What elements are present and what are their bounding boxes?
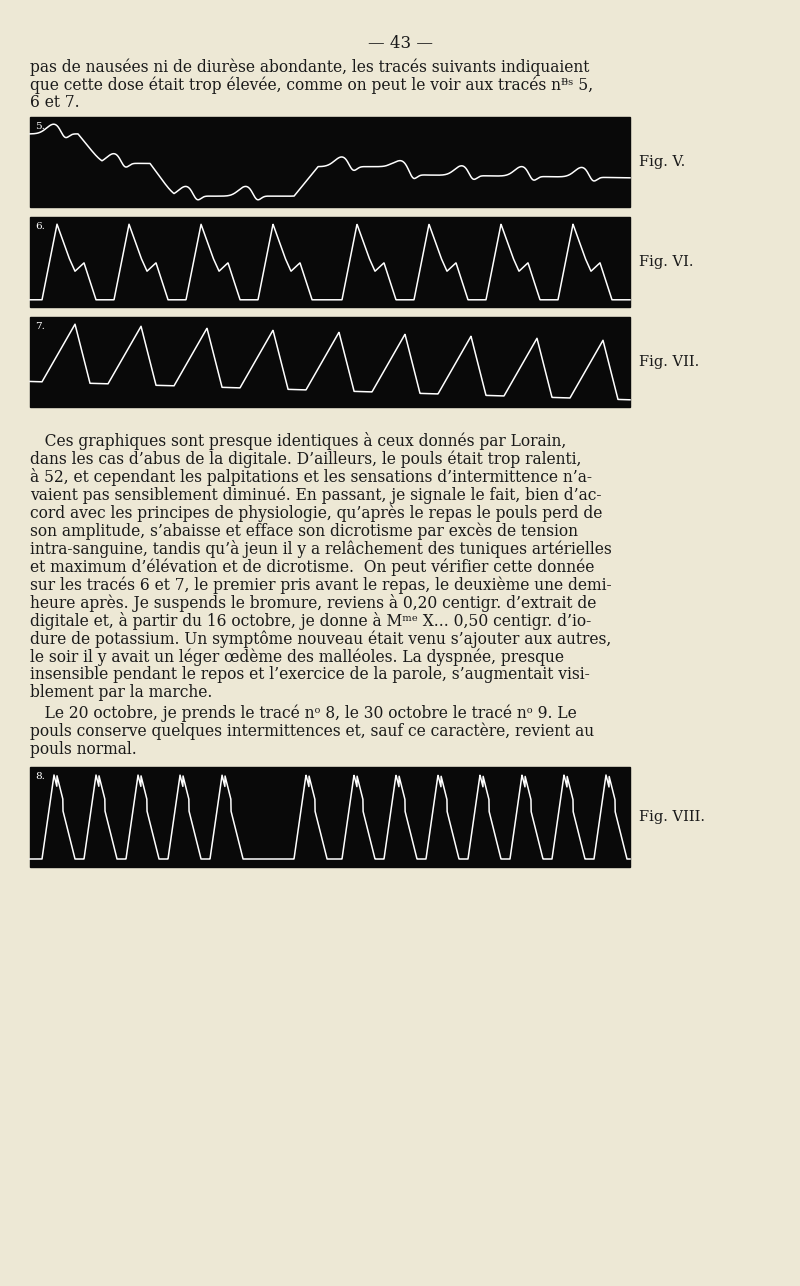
Text: que cette dose était trop élevée, comme on peut le voir aux tracés nᴯˢ 5,: que cette dose était trop élevée, comme … [30,76,593,94]
Text: Fig. VIII.: Fig. VIII. [639,810,705,824]
Text: blement par la marche.: blement par la marche. [30,684,212,701]
Text: vaient pas sensiblement diminué. En passant, je signale le fait, bien d’ac-: vaient pas sensiblement diminué. En pass… [30,486,602,504]
Bar [30,217,630,307]
Text: — 43 —: — 43 — [367,35,433,51]
Text: 5.: 5. [35,122,45,131]
Bar [30,117,630,207]
Text: Fig. VII.: Fig. VII. [639,355,699,369]
Text: 6 et 7.: 6 et 7. [30,94,80,111]
Text: digitale et, à partir du 16 octobre, je donne à Mᵐᵉ X... 0,50 centigr. d’io-: digitale et, à partir du 16 octobre, je … [30,612,591,630]
Text: cord avec les principes de physiologie, qu’après le repas le pouls perd de: cord avec les principes de physiologie, … [30,504,602,522]
Text: insensible pendant le repos et l’exercice de la parole, s’augmentait visi-: insensible pendant le repos et l’exercic… [30,666,590,683]
Text: Le 20 octobre, je prends le tracé nᵒ 8, le 30 octobre le tracé nᵒ 9. Le: Le 20 octobre, je prends le tracé nᵒ 8, … [30,705,577,723]
Text: dans les cas d’abus de la digitale. D’ailleurs, le pouls était trop ralenti,: dans les cas d’abus de la digitale. D’ai… [30,450,582,468]
Text: Fig. VI.: Fig. VI. [639,255,694,269]
Text: intra-sanguine, tandis qu’à jeun il y a relâchement des tuniques artérielles: intra-sanguine, tandis qu’à jeun il y a … [30,540,612,558]
Text: sur les tracés 6 et 7, le premier pris avant le repas, le deuxième une demi-: sur les tracés 6 et 7, le premier pris a… [30,576,612,594]
Text: heure après. Je suspends le bromure, reviens à 0,20 centigr. d’extrait de: heure après. Je suspends le bromure, rev… [30,594,596,612]
Text: le soir il y avait un léger œdème des malléoles. La dyspnée, presque: le soir il y avait un léger œdème des ma… [30,648,564,665]
Text: 7.: 7. [35,322,45,331]
Bar [30,766,630,867]
Text: pouls conserve quelques intermittences et, sauf ce caractère, revient au: pouls conserve quelques intermittences e… [30,723,594,741]
Text: pouls normal.: pouls normal. [30,741,137,757]
Text: Fig. V.: Fig. V. [639,156,686,168]
Text: dure de potassium. Un symptôme nouveau était venu s’ajouter aux autres,: dure de potassium. Un symptôme nouveau é… [30,630,611,647]
Text: son amplitude, s’abaisse et efface son dicrotisme par excès de tension: son amplitude, s’abaisse et efface son d… [30,522,578,540]
Text: pas de nausées ni de diurèse abondante, les tracés suivants indiquaient: pas de nausées ni de diurèse abondante, … [30,58,590,76]
Text: 6.: 6. [35,222,45,231]
Text: et maximum d’élévation et de dicrotisme.  On peut vérifier cette donnée: et maximum d’élévation et de dicrotisme.… [30,558,594,576]
Bar [30,318,630,406]
Text: 8.: 8. [35,772,45,781]
Text: à 52, et cependant les palpitations et les sensations d’intermittence n’a-: à 52, et cependant les palpitations et l… [30,468,592,486]
Text: Ces graphiques sont presque identiques à ceux donnés par Lorain,: Ces graphiques sont presque identiques à… [30,432,566,450]
